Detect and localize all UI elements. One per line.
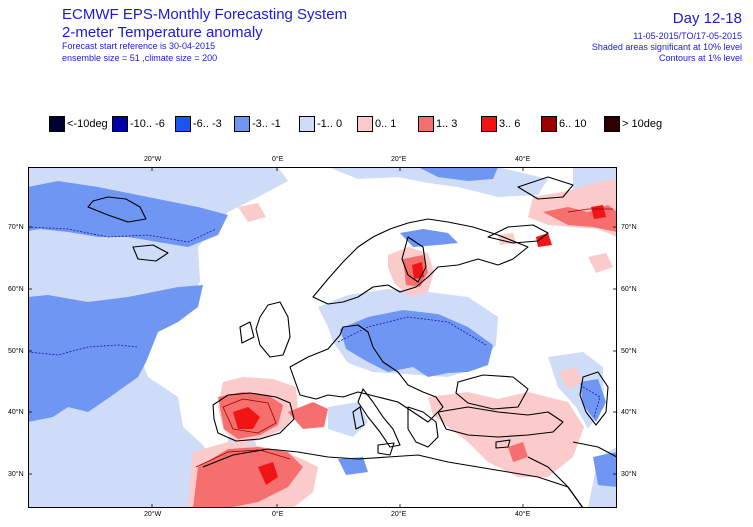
lon-label-top: 20°E: [391, 156, 407, 163]
legend-label: 0.. 1: [375, 118, 397, 130]
legend-swatch: [357, 116, 373, 132]
map-frame: [28, 167, 617, 508]
legend-swatch: [481, 116, 497, 132]
lat-label-left: 60°N: [8, 286, 24, 293]
legend-swatch: [541, 116, 557, 132]
day-range: Day 12-18: [672, 10, 742, 27]
legend-label: > 10deg: [622, 118, 663, 130]
lon-label-bottom: 0°E: [272, 511, 284, 518]
legend-swatch: [234, 116, 250, 132]
lon-label-top: 20°W: [144, 156, 162, 163]
legend-label: 6.. 10: [559, 118, 587, 130]
shaded-note: Shaded areas significant at 10% level: [591, 42, 742, 52]
legend-swatch: [49, 116, 65, 132]
lat-label-left: 50°N: [8, 348, 24, 355]
contour-note: Contours at 1% level: [658, 53, 742, 63]
lat-label-left: 70°N: [8, 224, 24, 231]
legend-label: -1.. 0: [317, 118, 343, 130]
anomaly-salmon: [193, 205, 617, 508]
ensemble-size: ensemble size = 51 ,climate size = 200: [62, 53, 218, 63]
legend-swatch: [175, 116, 191, 132]
legend-swatch: [604, 116, 620, 132]
anomaly-medium-blue: [28, 167, 617, 487]
anomaly-map: [28, 167, 617, 508]
date-range: 11-05-2015/TO/17-05-2015: [633, 31, 742, 41]
legend-swatch: [299, 116, 315, 132]
legend-label: -3.. -1: [252, 118, 281, 130]
legend-label: <-10deg: [67, 118, 108, 130]
lat-label-left: 30°N: [8, 471, 24, 478]
lat-label-left: 40°N: [8, 409, 24, 416]
lon-label-bottom: 20°W: [144, 511, 162, 518]
lon-label-top: 0°E: [272, 156, 284, 163]
lat-label-right: 30°N: [621, 471, 637, 478]
lon-label-bottom: 20°E: [391, 511, 407, 518]
forecast-reference: Forecast start reference is 30-04-2015: [62, 41, 216, 51]
lat-label-right: 70°N: [621, 224, 637, 231]
legend-swatch: [112, 116, 128, 132]
anomaly-red: [233, 205, 606, 485]
coastlines: [87, 176, 617, 508]
lat-label-right: 40°N: [621, 409, 637, 416]
chart-title: ECMWF EPS-Monthly Forecasting System: [62, 6, 348, 23]
chart-subtitle: 2-meter Temperature anomaly: [62, 24, 263, 41]
significance-contours-blue: [28, 226, 601, 418]
legend-swatch: [418, 116, 434, 132]
lat-label-right: 60°N: [621, 286, 637, 293]
lon-label-bottom: 40°E: [515, 511, 531, 518]
legend-label: -6.. -3: [193, 118, 222, 130]
significance-contours-red: [195, 208, 613, 468]
legend-label: 3.. 6: [499, 118, 521, 130]
legend-label: -10.. -6: [130, 118, 165, 130]
lat-label-right: 50°N: [621, 348, 637, 355]
legend-label: 1.. 3: [436, 118, 458, 130]
lon-label-top: 40°E: [515, 156, 531, 163]
